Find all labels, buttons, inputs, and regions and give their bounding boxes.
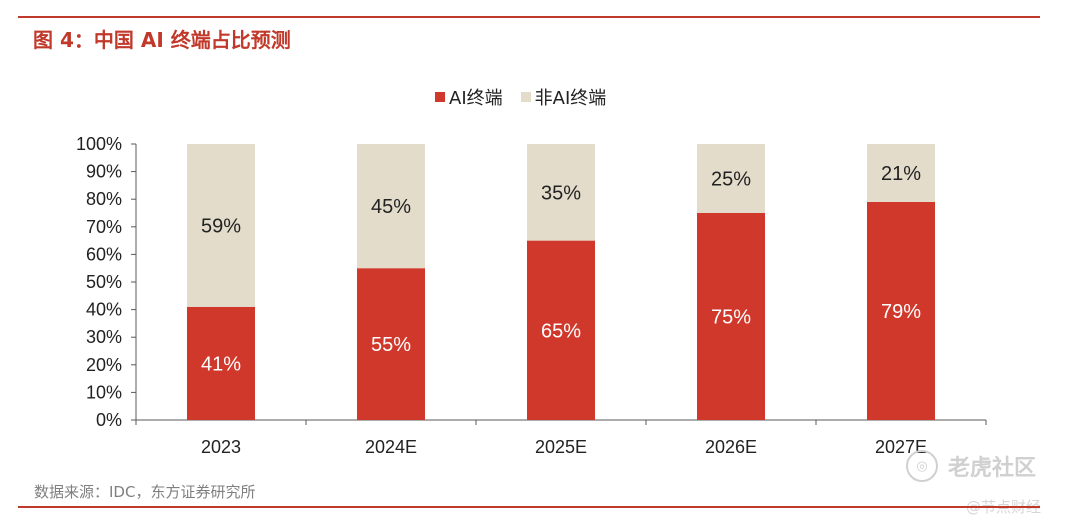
bar-ai xyxy=(697,213,765,420)
watermark-logo-icon: ◎ xyxy=(906,450,938,482)
data-label-ai: 41% xyxy=(201,353,241,375)
bar-non-ai xyxy=(867,144,935,202)
data-label-ai: 75% xyxy=(711,307,751,329)
y-tick-label: 100% xyxy=(76,134,122,154)
bar-non-ai xyxy=(527,144,595,241)
watermark: ◎ 老虎社区 xyxy=(906,450,1036,482)
bottom-rule xyxy=(18,506,1040,508)
y-tick-label: 50% xyxy=(86,272,122,292)
legend-label-non-ai: 非AI终端 xyxy=(534,88,607,109)
data-label-ai: 79% xyxy=(881,301,921,323)
bar-non-ai xyxy=(697,144,765,213)
y-tick-label: 30% xyxy=(86,327,122,347)
top-rule xyxy=(18,16,1040,18)
y-tick-label: 40% xyxy=(86,300,122,320)
chart-legend: AI终端 非AI终端 xyxy=(435,84,624,110)
legend-item-ai: AI终端 xyxy=(435,84,503,110)
y-tick-label: 0% xyxy=(96,410,122,430)
bar-non-ai xyxy=(187,144,255,307)
x-tick-label: 2026E xyxy=(705,437,757,457)
legend-item-non-ai: 非AI终端 xyxy=(520,84,607,110)
bar-ai xyxy=(187,306,255,420)
data-label-non-ai: 45% xyxy=(371,196,411,218)
bar-ai xyxy=(867,201,935,420)
y-tick-label: 20% xyxy=(86,355,122,375)
bar-ai xyxy=(527,240,595,420)
x-tick-label: 2025E xyxy=(535,437,587,457)
y-tick-label: 90% xyxy=(86,162,122,182)
y-tick-label: 60% xyxy=(86,244,122,264)
figure-title: 图 4：中国 AI 终端占比预测 xyxy=(33,28,291,52)
data-label-non-ai: 21% xyxy=(881,163,921,185)
legend-label-ai: AI终端 xyxy=(449,88,503,109)
bar-ai xyxy=(357,268,425,420)
bar-non-ai xyxy=(357,144,425,269)
y-tick-label: 70% xyxy=(86,217,122,237)
x-tick-label: 2024E xyxy=(365,437,417,457)
y-tick-label: 10% xyxy=(86,382,122,402)
y-tick-label: 80% xyxy=(86,189,122,209)
data-label-non-ai: 59% xyxy=(201,215,241,237)
data-label-ai: 55% xyxy=(371,334,411,356)
source-note: 数据来源：IDC，东方证券研究所 xyxy=(34,483,256,501)
data-label-ai: 65% xyxy=(541,320,581,342)
data-label-non-ai: 35% xyxy=(541,182,581,204)
x-tick-label: 2023 xyxy=(201,437,241,457)
watermark-text: 老虎社区 xyxy=(948,456,1037,481)
data-label-non-ai: 25% xyxy=(711,169,751,191)
legend-swatch-ai xyxy=(435,92,445,102)
legend-swatch-non-ai xyxy=(520,92,531,102)
